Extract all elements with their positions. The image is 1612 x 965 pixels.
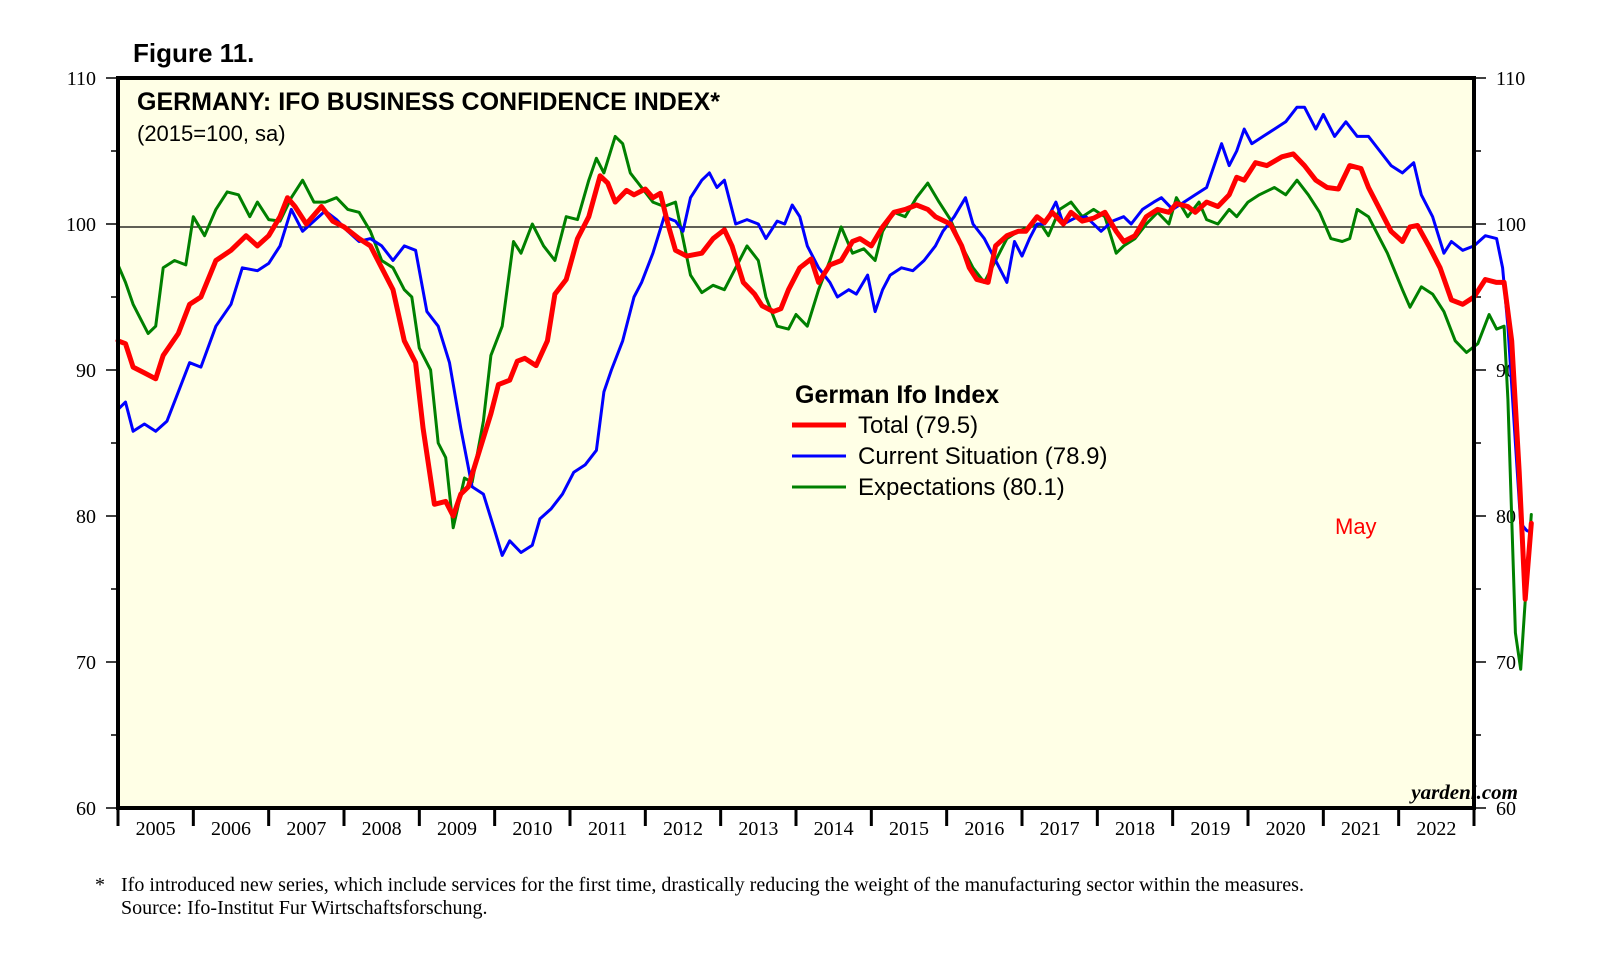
legend: German Ifo Index Total (79.5) Current Si…	[792, 381, 1107, 501]
x-tick-label: 2019	[1190, 818, 1230, 840]
x-tick-label: 2009	[437, 818, 477, 840]
chart-subtitle: (2015=100, sa)	[137, 121, 286, 146]
y-tick-label-left: 90	[76, 360, 96, 382]
y-axis-left: 60 70 80 90 100 110	[66, 68, 118, 820]
watermark-yardeni: yardeni.com	[1408, 780, 1518, 804]
x-tick-label: 2007	[286, 818, 326, 840]
y-tick-label-left: 100	[66, 214, 96, 236]
legend-label-expectations: Expectations (80.1)	[858, 474, 1065, 501]
y-tick-label-left: 60	[76, 798, 96, 820]
legend-label-total: Total (79.5)	[858, 412, 978, 439]
y-tick-label-right: 110	[1496, 68, 1525, 90]
y-tick-label-left: 110	[67, 68, 96, 90]
plot-background	[118, 78, 1474, 808]
y-tick-label-right: 100	[1496, 214, 1526, 236]
plot-frame	[116, 76, 1476, 810]
series-line-expectations	[116, 134, 1533, 671]
y-tick-label-right: 60	[1496, 798, 1516, 820]
footnote-line-2: Source: Ifo-Institut Fur Wirtschaftsfors…	[121, 897, 488, 919]
x-tick-label: 2011	[588, 818, 627, 840]
legend-title: German Ifo Index	[795, 381, 999, 409]
x-tick-label: 2006	[211, 818, 251, 840]
footnote-line-1: Ifo introduced new series, which include…	[121, 874, 1304, 896]
x-tick-label: 2022	[1416, 818, 1456, 840]
x-tick-label: 2020	[1266, 818, 1306, 840]
x-tick-label: 2016	[964, 818, 1004, 840]
x-tick-label: 2014	[814, 818, 854, 840]
y-tick-label-right: 70	[1496, 652, 1516, 674]
x-tick-label: 2017	[1040, 818, 1080, 840]
x-tick-label: 2008	[362, 818, 402, 840]
chart-title: GERMANY: IFO BUSINESS CONFIDENCE INDEX*	[137, 88, 720, 116]
x-tick-label: 2010	[512, 818, 552, 840]
x-tick-label: 2015	[889, 818, 929, 840]
x-tick-label: 2012	[663, 818, 703, 840]
series-line-total	[115, 151, 1534, 602]
series-layer	[115, 105, 1534, 671]
footnote-marker: *	[95, 874, 105, 896]
y-tick-label-left: 70	[76, 652, 96, 674]
x-tick-label: 2018	[1115, 818, 1155, 840]
annotation-may: May	[1335, 514, 1377, 539]
series-line-current-situation	[116, 105, 1533, 557]
y-tick-label-left: 80	[76, 506, 96, 528]
x-tick-label: 2013	[738, 818, 778, 840]
legend-label-current: Current Situation (78.9)	[858, 443, 1107, 470]
x-tick-label: 2005	[136, 818, 176, 840]
x-axis: 2005 2006 2007 2008 2009 2010 2011 2012 2013 2014…	[116, 808, 1476, 840]
figure-label: Figure 11.	[133, 38, 254, 68]
x-tick-label: 2021	[1341, 818, 1381, 840]
